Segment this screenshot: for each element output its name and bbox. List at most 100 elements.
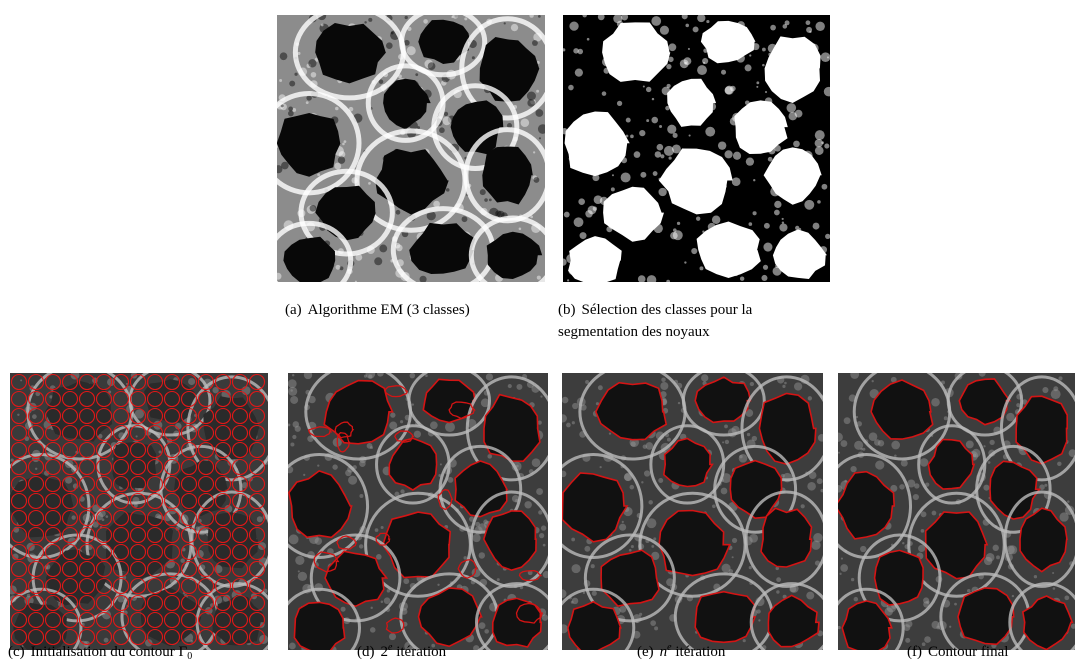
texture [355,253,363,261]
init-circle [112,492,130,510]
init-circle [146,628,164,646]
texture [294,72,298,76]
label: (d) [357,644,375,660]
texture [531,458,541,468]
texture [590,564,595,569]
membrane [128,373,212,437]
texture [800,504,805,509]
texture [454,15,459,18]
texture [812,222,820,230]
texture [390,31,394,35]
texture [288,379,297,389]
texture [536,89,540,93]
texture [816,478,823,485]
texture [105,515,109,518]
init-circle [112,458,130,476]
nucleus [870,379,934,440]
texture [985,553,995,562]
texture [478,552,486,559]
texture [335,106,339,111]
texture [24,436,30,441]
init-circle [146,577,164,595]
nucleus [658,148,733,215]
texture [573,48,579,54]
texture [695,216,701,221]
init-circle [10,407,28,425]
init-circle [10,458,28,476]
texture [660,391,667,398]
texture [611,174,614,177]
membrane [1008,582,1075,650]
texture [776,577,782,583]
texture [461,216,468,223]
texture [613,15,623,24]
texture [295,555,305,565]
texture [447,476,454,483]
texture [672,132,678,139]
texture [813,532,823,543]
init-circle [129,424,147,442]
texture [616,100,623,107]
init-circle [129,509,147,527]
texture [407,26,412,32]
init-circle [44,526,62,544]
texture [518,227,522,231]
init-circle [112,509,130,527]
texture [145,639,153,647]
texture [926,600,930,604]
texture [133,503,138,508]
texture [823,86,830,97]
texture [793,140,800,148]
init-circle [180,475,198,493]
texture [972,453,977,458]
init-circle [61,441,79,459]
nucleus [841,600,893,650]
init-circle [61,407,79,425]
texture [475,521,481,527]
init-circle [44,475,62,493]
nucleus [44,380,113,442]
init-circle [146,492,164,510]
texture [705,126,716,137]
texture [507,384,512,389]
texture [317,464,320,467]
texture [377,373,384,377]
texture [467,419,477,429]
texture [451,15,454,19]
texture [761,47,766,52]
init-circle [214,390,232,408]
texture [806,26,813,33]
image-iter2 [288,373,548,650]
init-circle [78,611,96,629]
init-circle [78,543,96,561]
texture [568,84,574,91]
texture [653,537,657,541]
init-circle [163,424,181,442]
texture [919,458,929,467]
init-circle [163,594,181,612]
texture [180,558,185,563]
init-circle [214,594,232,612]
init-circle [231,543,249,561]
texture [774,200,782,209]
label: (c) [8,644,25,660]
texture [786,103,797,113]
init-circle [248,560,266,578]
texture [724,85,734,95]
texture [630,134,634,139]
init-circle [44,424,62,442]
init-circle [112,526,130,544]
caption-e: (e) ne itération [637,641,725,663]
texture [1016,403,1021,408]
nucleus [760,507,813,568]
texture [537,15,541,18]
contour-fragment [448,401,476,420]
texture [297,571,308,582]
texture [619,605,627,613]
texture [1044,483,1048,487]
init-circle [129,492,147,510]
texture [345,469,352,477]
texture [745,409,754,417]
contour-fragment [437,489,454,511]
texture [923,601,930,608]
